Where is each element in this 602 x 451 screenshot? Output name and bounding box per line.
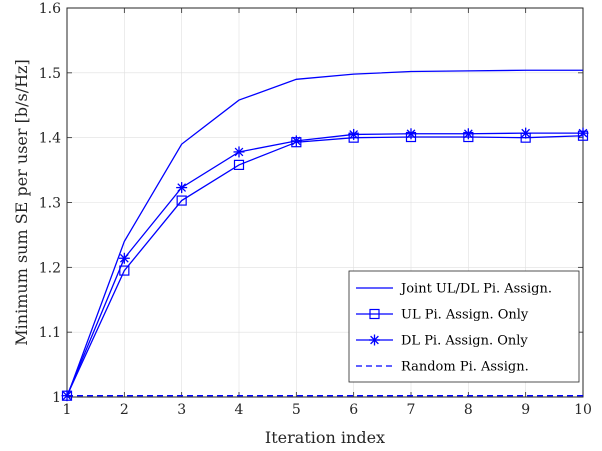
legend-label: Joint UL/DL Pi. Assign. [399, 282, 552, 297]
asterisk-marker [462, 128, 474, 140]
asterisk-stroke [578, 128, 588, 138]
asterisk-stroke [291, 136, 301, 146]
x-tick-label: 1 [63, 402, 72, 418]
asterisk-marker [577, 127, 589, 139]
asterisk-stroke [177, 183, 187, 192]
y-tick-label: 1.5 [39, 66, 61, 82]
legend-label: DL Pi. Assign. Only [401, 334, 528, 349]
y-tick-label: 1.4 [39, 131, 61, 147]
asterisk-stroke [234, 147, 244, 157]
series-3 [61, 127, 589, 402]
x-axis-label: Iteration index [265, 428, 385, 447]
x-tick-label: 8 [464, 402, 473, 418]
legend-item: UL Pi. Assign. Only [356, 308, 529, 323]
legend: Joint UL/DL Pi. Assign. UL Pi. Assign. On… [348, 270, 580, 383]
square-marker [369, 308, 380, 320]
asterisk-marker [233, 146, 245, 158]
y-tick-label: 1.2 [39, 260, 61, 276]
asterisk-marker [405, 128, 417, 140]
asterisk-marker [118, 252, 130, 264]
asterisk-marker [348, 128, 360, 140]
y-tick-label: 1.6 [39, 1, 61, 17]
asterisk-marker [369, 334, 380, 346]
y-tick-label: 1.3 [39, 196, 61, 212]
legend-label: Random Pi. Assign. [401, 360, 529, 375]
asterisk-stroke [406, 129, 416, 139]
asterisk-stroke [370, 335, 379, 345]
series-line [66, 135, 584, 396]
asterisk-stroke [349, 130, 359, 139]
square-marker [233, 159, 245, 170]
asterisk-marker [520, 127, 532, 139]
legend-item: Random Pi. Assign. [356, 360, 529, 375]
asterisk-marker [290, 135, 302, 147]
x-tick-label: 10 [574, 402, 592, 418]
asterisk-stroke [463, 129, 473, 139]
x-tick-label: 7 [407, 402, 416, 418]
y-axis-label: Minimum sum SE per user [b/s/Hz] [12, 59, 31, 345]
legend-label: UL Pi. Assign. Only [401, 308, 529, 323]
y-tick-label: 1.1 [39, 325, 61, 341]
y-tick-label: 1 [52, 390, 61, 406]
x-tick-label: 4 [235, 402, 244, 418]
asterisk-stroke [521, 128, 531, 138]
asterisk-marker [176, 182, 188, 194]
legend-item: Joint UL/DL Pi. Assign. [356, 282, 552, 297]
x-tick-label: 5 [292, 402, 301, 418]
asterisk-stroke [119, 253, 129, 263]
series-layer [61, 69, 589, 402]
series-1 [66, 69, 583, 398]
square-marker [176, 195, 187, 206]
x-tick-label: 9 [521, 402, 530, 418]
legend-box [348, 270, 580, 383]
legend-item: DL Pi. Assign. Only [356, 334, 528, 349]
axis-ticks: 1 2 3 4 5 6 7 8 9 10 1 1.1 1.2 1.3 1.4 1.5 1.6 [39, 1, 592, 418]
x-tick-label: 3 [177, 402, 186, 418]
x-tick-label: 6 [349, 402, 358, 418]
series-line [66, 69, 583, 398]
x-tick-label: 2 [120, 402, 129, 418]
series-line [66, 132, 583, 396]
